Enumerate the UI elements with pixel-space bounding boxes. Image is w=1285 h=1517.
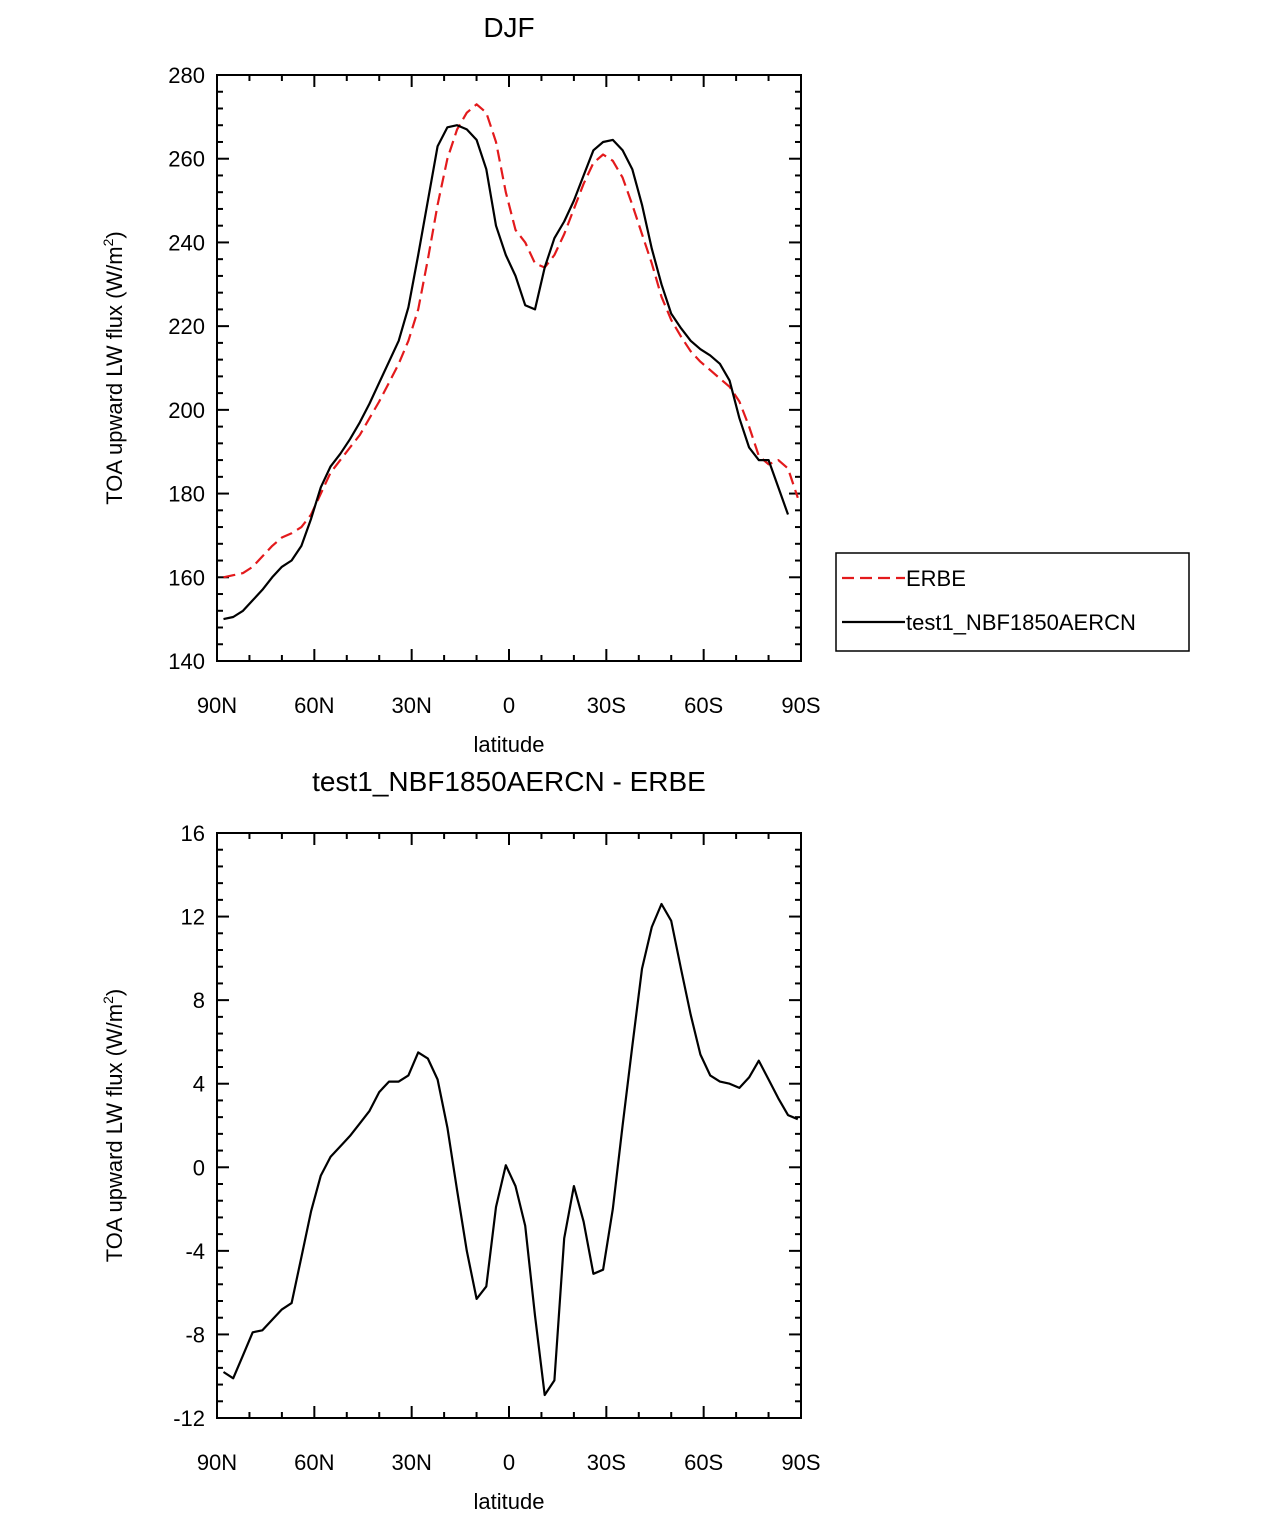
- djf-ytick-label: 180: [168, 482, 205, 507]
- difference-line-chart: test1_NBF1850AERCN - ERBE -12 -8 -4 0 4 8 12 16 9…: [100, 766, 821, 1514]
- diff-x-axis-label: latitude: [474, 1489, 545, 1514]
- legend: ERBE test1_NBF1850AERCN: [835, 552, 1190, 652]
- diff-series-line-0: [222, 902, 799, 1397]
- djf-series-line-1: [223, 124, 790, 621]
- djf-line-chart: DJF 140 160 180 200 220 240 260 280 90N 60N 30N 0 30S…: [100, 12, 1190, 757]
- diff-ytick-label: 4: [193, 1072, 205, 1097]
- diff-xtick-label: 60N: [294, 1450, 334, 1475]
- diff-xtick-label: 30S: [587, 1450, 626, 1475]
- djf-series-line-0: [223, 103, 799, 579]
- djf-xtick-label: 0: [503, 693, 515, 718]
- legend-label-1: test1_NBF1850AERCN: [906, 610, 1136, 635]
- djf-ytick-label: 260: [168, 147, 205, 172]
- djf-xtick-label: 30S: [587, 693, 626, 718]
- djf-ytick-label: 200: [168, 398, 205, 423]
- djf-x-axis-label: latitude: [474, 732, 545, 757]
- djf-ytick-label: 220: [168, 314, 205, 339]
- djf-chart-title: DJF: [483, 12, 534, 43]
- diff-ytick-label: 16: [181, 821, 205, 846]
- diff-ytick-label: -4: [185, 1239, 205, 1264]
- diff-ytick-label: 12: [181, 905, 205, 930]
- diff-ytick-label: 8: [193, 988, 205, 1013]
- djf-xtick-label: 90S: [781, 693, 820, 718]
- djf-ytick-label: 140: [168, 649, 205, 674]
- diff-ytick-label: 0: [193, 1155, 205, 1180]
- djf-xtick-label: 90N: [197, 693, 237, 718]
- diff-plot-frame: [216, 832, 802, 1419]
- djf-xtick-label: 60N: [294, 693, 334, 718]
- diff-ytick-label: -8: [185, 1322, 205, 1347]
- diff-xtick-label: 90S: [781, 1450, 820, 1475]
- djf-ytick-label: 280: [168, 63, 205, 88]
- diff-xtick-label: 30N: [391, 1450, 431, 1475]
- diff-xtick-label: 60S: [684, 1450, 723, 1475]
- legend-box: [835, 552, 1190, 652]
- djf-y-axis-label: TOA upward LW flux (W/m2): [100, 231, 127, 504]
- diff-xtick-label: 90N: [197, 1450, 237, 1475]
- diff-chart-title: test1_NBF1850AERCN - ERBE: [312, 766, 706, 797]
- djf-ytick-label: 240: [168, 230, 205, 255]
- diff-y-axis-label: TOA upward LW flux (W/m2): [100, 989, 127, 1262]
- djf-xtick-label: 60S: [684, 693, 723, 718]
- djf-ytick-label: 160: [168, 565, 205, 590]
- diff-xtick-label: 0: [503, 1450, 515, 1475]
- djf-xtick-label: 30N: [391, 693, 431, 718]
- legend-label-0: ERBE: [906, 566, 966, 591]
- djf-plot-frame: [216, 74, 802, 662]
- diff-ytick-label: -12: [173, 1406, 205, 1431]
